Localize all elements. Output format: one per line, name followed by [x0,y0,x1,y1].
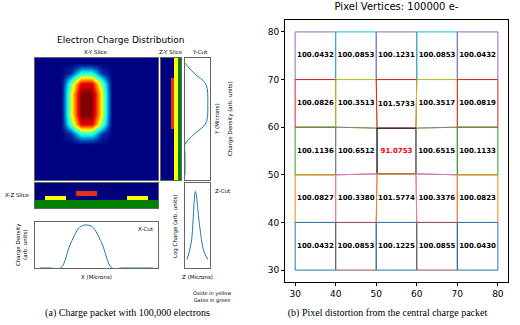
svg-text:Log Charge (arb. units): Log Charge (arb. units) [172,195,179,259]
svg-text:Oxide in yellowGates in green: Oxide in yellowGates in green [193,290,231,304]
svg-text:100.0853: 100.0853 [338,242,375,250]
svg-text:Y-Cut: Y-Cut [192,49,208,55]
svg-text:70: 70 [452,289,464,299]
svg-text:100.6515: 100.6515 [418,147,455,155]
svg-text:100.0432: 100.0432 [459,51,496,59]
svg-text:Electron Charge Distribution: Electron Charge Distribution [57,35,184,45]
svg-text:100.1225: 100.1225 [378,242,415,250]
svg-text:101.5774: 101.5774 [378,194,415,202]
svg-text:100.3513: 100.3513 [338,99,375,107]
svg-text:100.3376: 100.3376 [418,194,455,202]
svg-text:30: 30 [268,265,280,275]
svg-text:40: 40 [268,218,280,228]
svg-text:100.6512: 100.6512 [338,147,375,155]
svg-text:100.0432: 100.0432 [297,242,334,250]
svg-text:X (Microns): X (Microns) [81,274,112,280]
svg-text:30: 30 [289,289,301,299]
svg-text:100.1231: 100.1231 [378,51,415,59]
svg-text:X-Cut: X-Cut [138,226,154,232]
svg-text:Charge Density (arb. units): Charge Density (arb. units) [227,81,234,156]
svg-text:100.0823: 100.0823 [459,194,496,202]
svg-text:100.1136: 100.1136 [297,147,334,155]
svg-text:100.0432: 100.0432 [297,51,334,59]
svg-text:Charge Density(arb. units): Charge Density(arb. units) [15,223,28,266]
svg-text:100.0855: 100.0855 [419,242,456,250]
svg-text:Z-Y Slice: Z-Y Slice [159,49,183,55]
svg-text:100.0819: 100.0819 [459,99,496,107]
svg-text:101.5733: 101.5733 [378,100,415,108]
svg-text:Z (Microns): Z (Microns) [182,274,213,280]
html-text:(a) Charge packet with 100,000: (a) Charge packet with 100,000 electrons [45,307,210,318]
svg-text:60: 60 [411,289,423,299]
svg-text:Pixel Vertices: 100000 e-: Pixel Vertices: 100000 e- [335,1,459,12]
svg-text:50: 50 [268,170,280,180]
svg-text:80: 80 [268,27,280,37]
svg-text:100.0827: 100.0827 [297,194,334,202]
svg-text:100.0430: 100.0430 [459,242,496,250]
html-text:(b) Pixel distortion from the: (b) Pixel distortion from the central ch… [287,307,488,318]
svg-text:100.3517: 100.3517 [418,99,455,107]
svg-text:Z-Cut: Z-Cut [215,188,231,194]
svg-text:50: 50 [371,289,383,299]
svg-text:40: 40 [330,289,342,299]
svg-text:100.0826: 100.0826 [297,99,334,107]
svg-text:100.0853: 100.0853 [338,51,375,59]
svg-text:100.3380: 100.3380 [338,194,375,202]
svg-text:Y (Microns): Y (Microns) [214,103,220,135]
svg-text:70: 70 [268,75,280,85]
svg-text:91.0753: 91.0753 [381,147,413,155]
svg-text:80: 80 [492,289,504,299]
svg-text:100.1133: 100.1133 [459,147,496,155]
svg-text:X-Z Slice: X-Z Slice [5,192,30,198]
svg-text:100.0853: 100.0853 [419,51,456,59]
svg-text:60: 60 [268,122,280,132]
svg-text:X-Y Slice: X-Y Slice [84,49,108,55]
